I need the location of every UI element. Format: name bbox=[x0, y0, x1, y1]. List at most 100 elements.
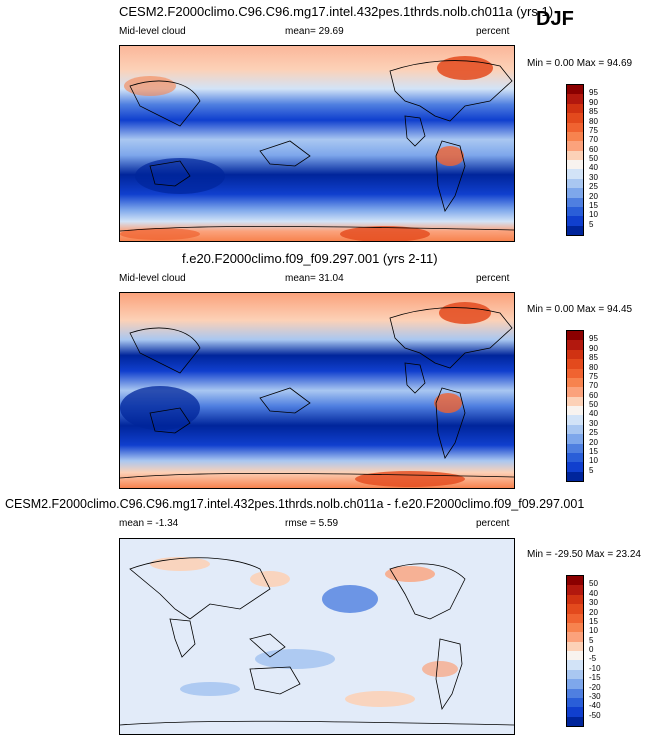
colorbar-tick-label: -20 bbox=[589, 682, 601, 692]
panel1-mean-label: mean= 29.69 bbox=[285, 26, 344, 37]
colorbar-tick-label: 50 bbox=[589, 579, 598, 589]
colorbar-tick-label: 95 bbox=[589, 88, 598, 98]
colorbar-tick-label: 85 bbox=[589, 107, 598, 117]
colorbar-segment bbox=[567, 462, 583, 472]
colorbar-tick-label: 20 bbox=[589, 607, 598, 617]
colorbar-tick-label: -40 bbox=[589, 701, 601, 711]
colorbar-segment bbox=[567, 585, 583, 595]
panel2-title: f.e20.F2000climo.f09_f09.297.001 (yrs 2-… bbox=[182, 251, 438, 266]
colorbar-tick-label: 50 bbox=[589, 154, 598, 163]
colorbar-tick-label: 5 bbox=[589, 219, 594, 229]
colorbar-tick-label: 75 bbox=[589, 125, 598, 135]
colorbar-segment bbox=[567, 141, 583, 151]
colorbar-segment bbox=[567, 660, 583, 670]
panel3-anom-4 bbox=[150, 557, 210, 571]
colorbar-segment bbox=[567, 387, 583, 397]
panel2-map-svg bbox=[120, 293, 514, 488]
colorbar-segment bbox=[567, 716, 583, 726]
colorbar-segment bbox=[567, 122, 583, 132]
colorbar-tick-label: 80 bbox=[589, 362, 598, 372]
colorbar-segment bbox=[567, 197, 583, 207]
colorbar-segment bbox=[567, 697, 583, 708]
panel3-anom-6 bbox=[422, 661, 458, 677]
colorbar-tick-label: 5 bbox=[589, 635, 594, 645]
colorbar-segment bbox=[567, 85, 583, 95]
panel1-map-svg bbox=[120, 46, 514, 241]
colorbar-segment bbox=[567, 415, 583, 425]
panel2-hotspot-asia bbox=[439, 302, 491, 324]
colorbar-tick-label: 10 bbox=[589, 626, 598, 636]
colorbar-segment bbox=[567, 349, 583, 360]
colorbar-tick-label: 60 bbox=[589, 390, 598, 400]
panel3-mean-label: mean = -1.34 bbox=[119, 518, 179, 529]
colorbar-segment bbox=[567, 188, 583, 198]
colorbar-segment bbox=[567, 103, 583, 114]
colorbar-tick-label: 20 bbox=[589, 191, 598, 201]
colorbar-tick-label: 5 bbox=[589, 465, 594, 475]
panel2-hotspot-sa bbox=[434, 393, 462, 413]
colorbar-segment bbox=[567, 94, 583, 104]
colorbar-tick-label: 60 bbox=[589, 144, 598, 154]
colorbar-tick-label: 25 bbox=[589, 182, 598, 192]
panel3-map bbox=[119, 538, 515, 735]
colorbar-segment bbox=[567, 368, 583, 378]
panel1-title: CESM2.F2000climo.C96.C96.mg17.intel.432p… bbox=[119, 4, 554, 19]
colorbar-segment bbox=[567, 424, 583, 435]
colorbar-segment bbox=[567, 471, 583, 481]
colorbar-segment bbox=[567, 679, 583, 689]
colorbar-segment bbox=[567, 331, 583, 341]
colorbar-tick-label: -30 bbox=[589, 691, 601, 701]
panel2-map bbox=[119, 292, 515, 489]
panel3-rmse-label: rmse = 5.59 bbox=[285, 518, 339, 529]
panel1-hotspot-antarctic bbox=[340, 226, 430, 241]
panel1-hotspot-na bbox=[124, 76, 176, 96]
colorbar-segment bbox=[567, 622, 583, 633]
panel1-variable-label: Mid-level cloud bbox=[119, 26, 186, 37]
panel3-field bbox=[120, 539, 514, 734]
colorbar-tick-label: 30 bbox=[589, 598, 598, 608]
colorbar-tick-label: 40 bbox=[589, 163, 598, 173]
panel2-variable-label: Mid-level cloud bbox=[119, 273, 186, 284]
colorbar-segment bbox=[567, 576, 583, 586]
panel3-anom-7 bbox=[345, 691, 415, 707]
colorbar-segment bbox=[567, 396, 583, 406]
colorbar-segment bbox=[567, 225, 583, 235]
colorbar-segment bbox=[567, 377, 583, 388]
panel3-anom-8 bbox=[180, 682, 240, 696]
colorbar-segment bbox=[567, 113, 583, 123]
panel3-map-svg bbox=[120, 539, 514, 734]
colorbar-segment bbox=[567, 613, 583, 623]
colorbar-tick-label: 15 bbox=[589, 616, 598, 626]
colorbar-segment bbox=[567, 452, 583, 463]
panel2-coastlines bbox=[120, 307, 514, 479]
colorbar-segment bbox=[567, 206, 583, 217]
colorbar-tick-label: -15 bbox=[589, 673, 601, 683]
colorbar-tick-label: -50 bbox=[589, 710, 601, 720]
panel2-field bbox=[120, 293, 514, 488]
colorbar-tick-label: 90 bbox=[589, 343, 598, 353]
colorbar-segment bbox=[567, 178, 583, 189]
colorbar-segment bbox=[567, 651, 583, 661]
panel1-hotspot-sa bbox=[436, 146, 464, 166]
colorbar-tick-label: 95 bbox=[589, 334, 598, 344]
colorbar-tick-label: 10 bbox=[589, 456, 598, 466]
panel2-units-label: percent bbox=[476, 273, 510, 284]
panel3-minmax: Min = -29.50 Max = 23.24 bbox=[527, 549, 641, 560]
colorbar-tick-label: 50 bbox=[589, 400, 598, 409]
colorbar-segment bbox=[567, 669, 583, 680]
panel2-mean-label: mean= 31.04 bbox=[285, 273, 344, 284]
panel3-title: CESM2.F2000climo.C96.C96.mg17.intel.432p… bbox=[5, 497, 585, 511]
panel1-hotspot-asia bbox=[437, 56, 493, 80]
panel2-hotspot-antarctic bbox=[355, 471, 465, 487]
panel1-colorbar bbox=[566, 84, 584, 236]
colorbar-segment bbox=[567, 434, 583, 444]
panel3-coastlines bbox=[120, 557, 514, 726]
panel1-field bbox=[120, 46, 514, 241]
colorbar-segment bbox=[567, 443, 583, 453]
colorbar-tick-label: 40 bbox=[589, 588, 598, 598]
colorbar-tick-label: 15 bbox=[589, 200, 598, 210]
colorbar-segment bbox=[567, 688, 583, 698]
colorbar-segment bbox=[567, 150, 583, 160]
panel3-units-label: percent bbox=[476, 518, 510, 529]
panel2-colorbar bbox=[566, 330, 584, 482]
